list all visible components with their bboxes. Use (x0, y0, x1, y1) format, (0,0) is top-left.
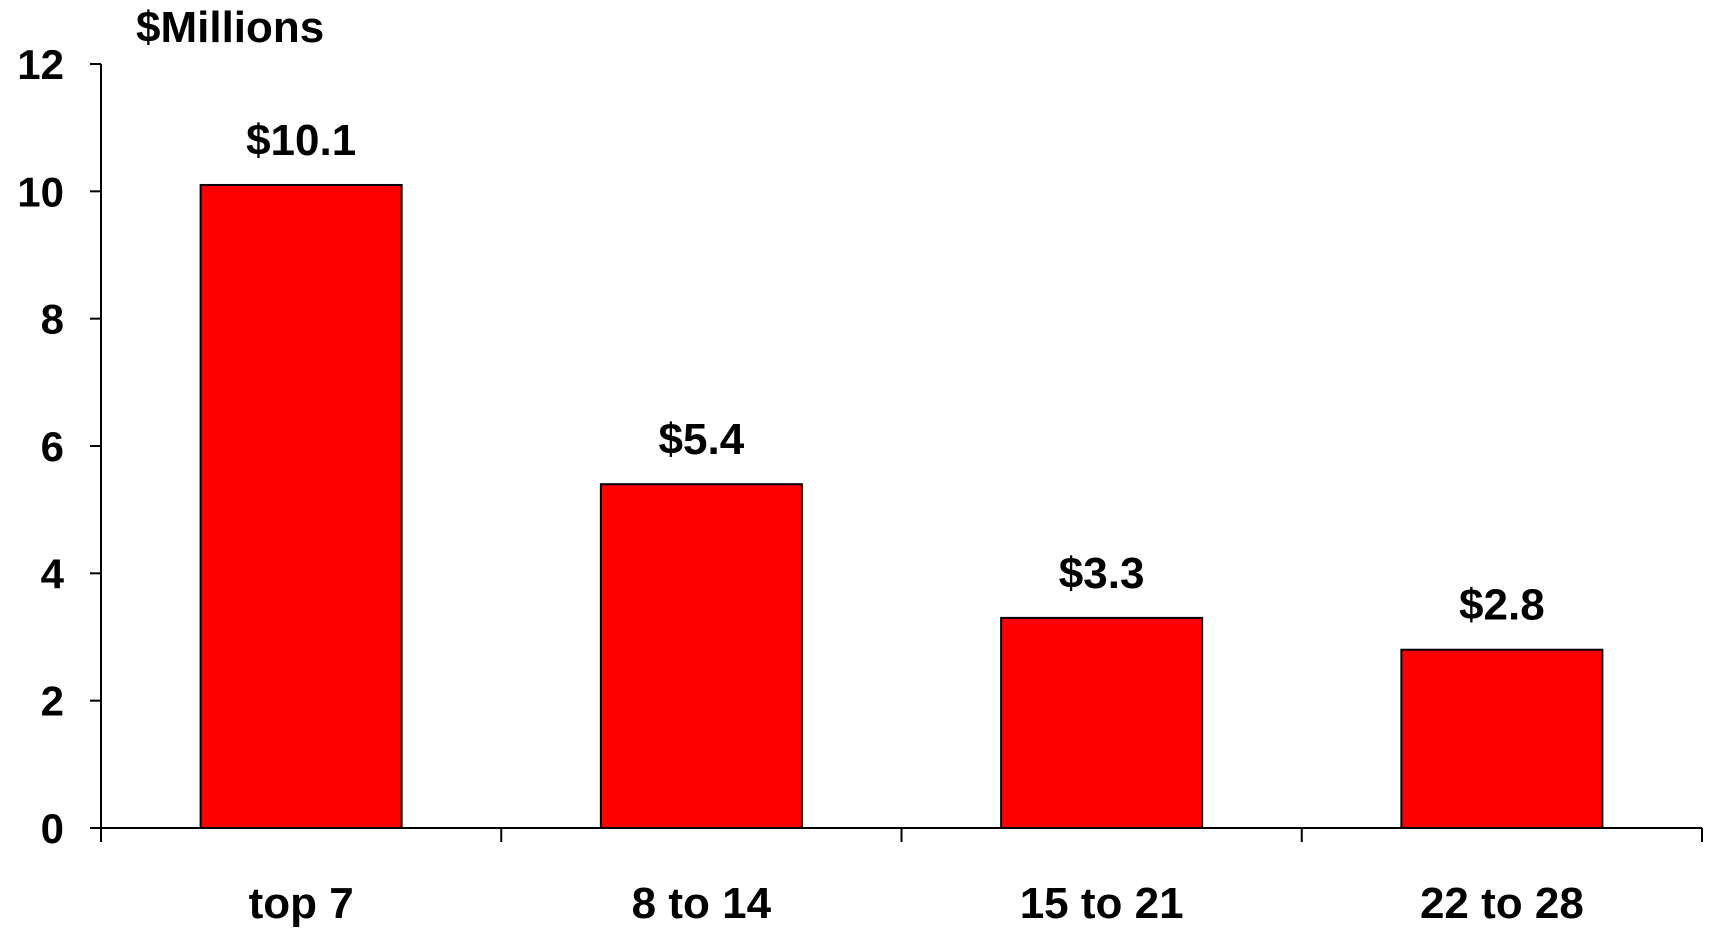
data-label: $5.4 (659, 415, 745, 464)
bar (1000, 616, 1204, 830)
bars (199, 183, 1604, 830)
data-labels: $10.1 $5.4 $3.3 $2.8 (246, 116, 1545, 630)
bar (199, 183, 403, 829)
x-axis (100, 827, 1703, 842)
y-tick-label: 2 (41, 678, 64, 725)
y-tick-label: 8 (41, 296, 64, 343)
y-tick-label: 10 (17, 168, 64, 215)
y-axis: 0 2 4 6 8 10 12 (17, 41, 102, 852)
category-label: top 7 (249, 879, 354, 928)
y-tick-label: 12 (17, 41, 64, 88)
data-label: $3.3 (1059, 549, 1145, 598)
y-tick-label: 0 (41, 805, 64, 852)
data-label: $10.1 (246, 116, 356, 165)
bar (1400, 648, 1604, 829)
category-labels: top 7 8 to 14 15 to 21 22 to 28 (249, 879, 1584, 928)
unit-label: $Millions (136, 3, 324, 52)
y-tick-label: 6 (41, 423, 64, 470)
category-label: 15 to 21 (1020, 879, 1184, 928)
y-tick-label: 4 (41, 550, 65, 597)
category-label: 22 to 28 (1420, 879, 1584, 928)
category-label: 8 to 14 (632, 879, 772, 928)
data-label: $2.8 (1459, 581, 1545, 630)
bar (599, 483, 803, 829)
